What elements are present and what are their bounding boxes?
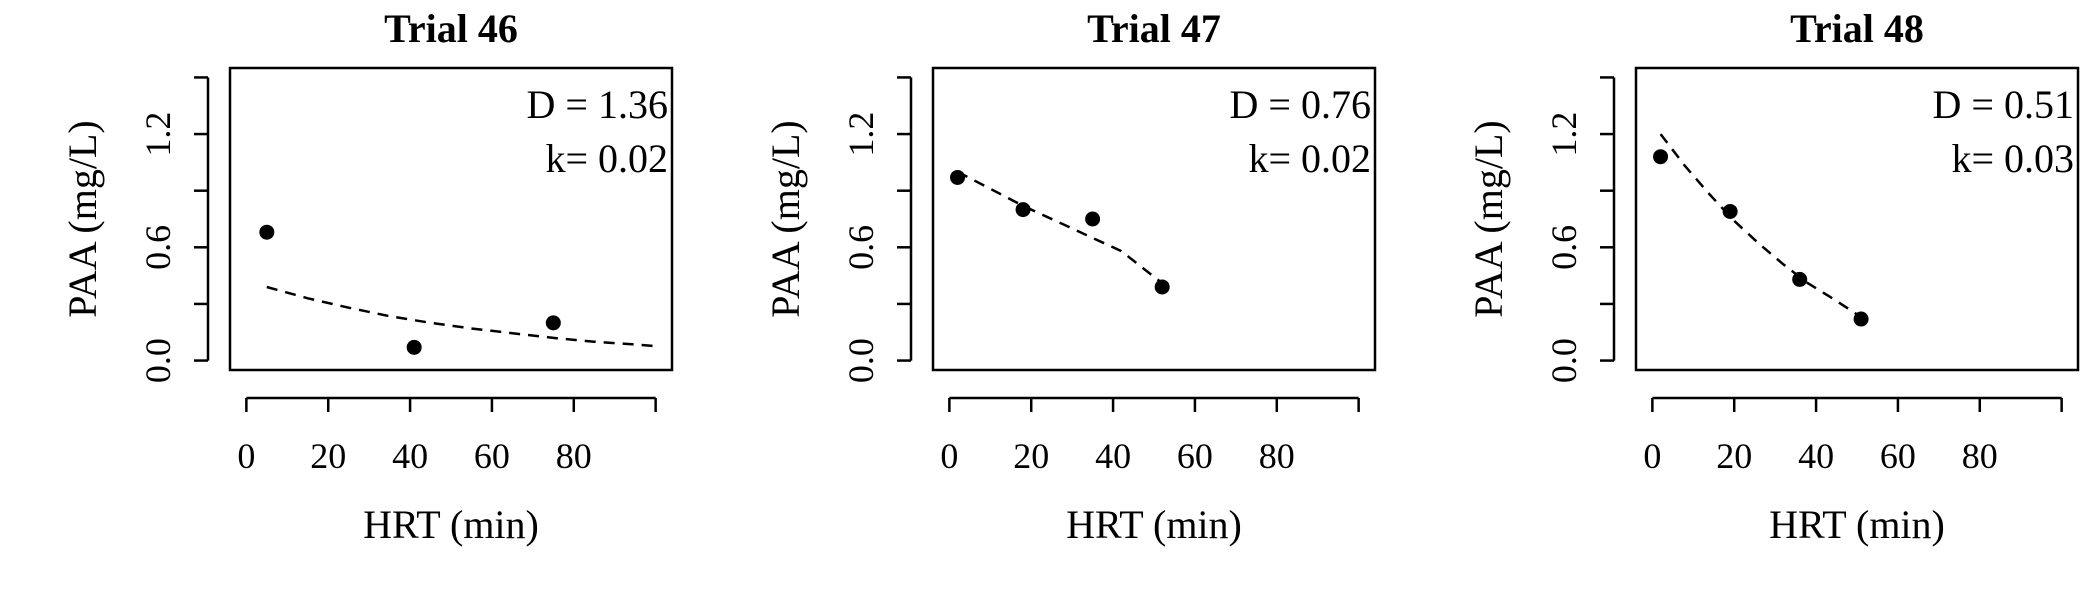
- x-tick-label: 40: [392, 436, 428, 476]
- x-axis-label: HRT (min): [363, 502, 539, 547]
- x-tick-label: 60: [1880, 436, 1916, 476]
- y-tick-label: 0.6: [1544, 225, 1584, 270]
- x-tick-label: 20: [1716, 436, 1752, 476]
- y-tick-label: 0.0: [138, 338, 178, 383]
- annotation-k: k= 0.02: [1248, 136, 1371, 181]
- data-point: [1085, 211, 1101, 227]
- data-point: [1853, 311, 1869, 327]
- y-axis-label: PAA (mg/L): [1466, 120, 1511, 317]
- fit-curve: [266, 285, 660, 348]
- annotation-d: D = 0.51: [1933, 82, 2074, 127]
- y-axis-label: PAA (mg/L): [60, 120, 105, 317]
- x-tick-label: 80: [556, 436, 592, 476]
- annotation-d: D = 0.76: [1230, 82, 1371, 127]
- y-axis-label: PAA (mg/L): [763, 120, 808, 317]
- x-tick-label: 20: [310, 436, 346, 476]
- panel-trial-46: Trial 46 0 20 40 60 80 HRT (min) 0.0 0.6 1.2 PAA (…: [60, 6, 674, 547]
- y-tick-label: 0.0: [841, 338, 881, 383]
- chart-title: Trial 47: [1087, 6, 1221, 51]
- data-point: [1722, 203, 1738, 219]
- data-point: [1792, 271, 1808, 287]
- x-tick-label: 80: [1259, 436, 1295, 476]
- x-tick-label: 0: [940, 436, 958, 476]
- y-tick-label: 0.6: [841, 225, 881, 270]
- data-point: [1154, 279, 1170, 295]
- y-tick-label: 1.2: [841, 112, 881, 157]
- chart-title: Trial 46: [384, 6, 518, 51]
- x-axis-label: HRT (min): [1769, 502, 1945, 547]
- panel-trial-47: Trial 47 0 20 40 60 80 HRT (min) 0.0 0.6 1.2 PAA (…: [763, 6, 1377, 547]
- x-tick-label: 60: [1177, 436, 1213, 476]
- panel-trial-48: Trial 48 0 20 40 60 80 HRT (min) 0.0 0.6 1.2 PAA (…: [1466, 6, 2080, 547]
- x-tick-label: 40: [1798, 436, 1834, 476]
- data-point: [1653, 149, 1669, 165]
- x-tick-label: 40: [1095, 436, 1131, 476]
- plot-frame: [931, 66, 1377, 372]
- plot-frame: [228, 66, 674, 372]
- data-point: [406, 339, 422, 355]
- plot-frame: [1634, 66, 2080, 372]
- x-tick-label: 0: [237, 436, 255, 476]
- y-tick-label: 1.2: [138, 112, 178, 157]
- fit-curve: [957, 170, 1163, 285]
- x-tick-label: 20: [1013, 436, 1049, 476]
- x-tick-label: 60: [474, 436, 510, 476]
- y-tick-label: 1.2: [1544, 112, 1584, 157]
- y-tick-label: 0.0: [1544, 338, 1584, 383]
- x-tick-label: 80: [1962, 436, 1998, 476]
- annotation-d: D = 1.36: [527, 82, 668, 127]
- x-tick-label: 0: [1643, 436, 1661, 476]
- annotation-k: k= 0.03: [1951, 136, 2074, 181]
- data-point: [545, 315, 561, 331]
- y-tick-label: 0.6: [138, 225, 178, 270]
- data-point: [1015, 202, 1031, 218]
- data-point: [950, 169, 966, 185]
- fit-curve: [1659, 133, 1862, 319]
- annotation-k: k= 0.02: [545, 136, 668, 181]
- data-point: [259, 224, 275, 240]
- x-axis-label: HRT (min): [1066, 502, 1242, 547]
- chart-title: Trial 48: [1790, 6, 1924, 51]
